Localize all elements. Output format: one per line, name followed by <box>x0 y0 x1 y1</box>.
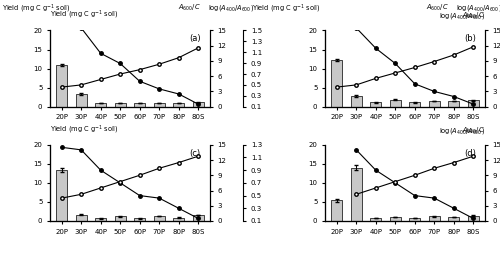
Bar <box>134 218 145 221</box>
Bar <box>332 60 342 107</box>
Bar <box>115 103 126 107</box>
Bar <box>448 217 459 221</box>
Bar <box>154 103 164 107</box>
Text: log($A_{400}/A_{600}$): log($A_{400}/A_{600}$) <box>456 3 500 12</box>
Bar <box>332 200 342 221</box>
Bar <box>76 214 86 221</box>
Bar <box>370 218 381 221</box>
Text: (d): (d) <box>464 149 476 157</box>
Text: (c): (c) <box>189 149 200 157</box>
Bar <box>174 103 184 107</box>
Bar <box>174 217 184 221</box>
Bar <box>56 65 67 107</box>
Bar <box>134 103 145 107</box>
Bar <box>56 170 67 221</box>
Bar <box>76 94 86 107</box>
Text: Yield (mg C g$^{-1}$ soil): Yield (mg C g$^{-1}$ soil) <box>50 123 119 136</box>
Bar <box>154 216 164 221</box>
Text: Yield (mg C g$^{-1}$ soil): Yield (mg C g$^{-1}$ soil) <box>50 9 119 21</box>
Text: $A_{600}/C$: $A_{600}/C$ <box>462 125 485 136</box>
Bar <box>410 218 420 221</box>
Text: (b): (b) <box>464 34 476 43</box>
Text: Yield (mg C g$^{-1}$ soil): Yield (mg C g$^{-1}$ soil) <box>252 3 322 15</box>
Bar <box>468 100 478 107</box>
Text: log($A_{400}/A_{600}$): log($A_{400}/A_{600}$) <box>439 126 485 136</box>
Bar <box>390 100 400 107</box>
Text: (a): (a) <box>189 34 201 43</box>
Bar <box>390 217 400 221</box>
Bar <box>370 102 381 107</box>
Bar <box>448 101 459 107</box>
Bar <box>351 96 362 107</box>
Bar <box>96 103 106 107</box>
Bar <box>351 168 362 221</box>
Text: log($A_{400}/A_{600}$): log($A_{400}/A_{600}$) <box>439 11 485 21</box>
Bar <box>193 215 203 221</box>
Bar <box>115 216 126 221</box>
Bar <box>429 101 440 107</box>
Text: log($A_{400}/A_{600}$): log($A_{400}/A_{600}$) <box>208 3 254 12</box>
Text: Yield (mg C g$^{-1}$ soil): Yield (mg C g$^{-1}$ soil) <box>2 3 71 15</box>
Bar <box>468 216 478 221</box>
Text: $A_{600}/C$: $A_{600}/C$ <box>462 11 485 21</box>
Text: $A_{600}/C$: $A_{600}/C$ <box>178 3 201 13</box>
Text: $A_{600}/C$: $A_{600}/C$ <box>426 3 450 13</box>
Bar <box>193 102 203 107</box>
Bar <box>410 102 420 107</box>
Bar <box>96 218 106 221</box>
Bar <box>429 216 440 221</box>
